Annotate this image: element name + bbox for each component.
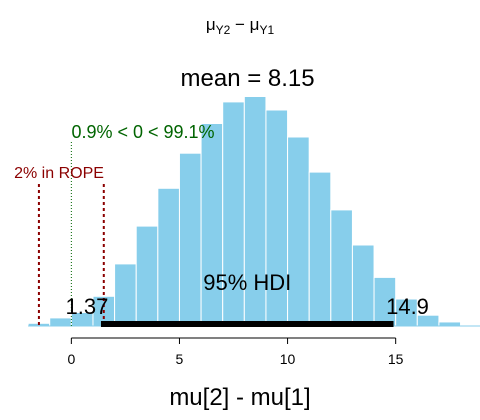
- x-tick-label: 0: [67, 351, 75, 367]
- histogram-bar: [200, 123, 224, 327]
- histogram-bar: [308, 171, 332, 327]
- x-tick-label: 5: [176, 351, 184, 367]
- comparison-label: 0.9% < 0 < 99.1%: [71, 122, 214, 142]
- reference-lines: [37, 142, 105, 326]
- histogram-bar: [114, 263, 137, 327]
- histogram-bar: [351, 244, 375, 327]
- histogram-bar: [438, 321, 462, 327]
- rope-label: 2% in ROPE: [14, 165, 104, 182]
- x-tick-label: 15: [388, 351, 404, 367]
- x-axis-label: mu[2] - mu[1]: [169, 384, 310, 411]
- histogram-bar: [287, 136, 310, 327]
- mean-label: mean = 8.15: [181, 65, 315, 92]
- histogram-bars: [27, 96, 462, 327]
- chart-title: μY2 − μY1: [206, 15, 275, 37]
- hdi-low-label: 1.37: [66, 294, 109, 319]
- histogram-bar: [330, 209, 353, 327]
- histogram-bar: [157, 187, 180, 327]
- hdi-label: 95% HDI: [203, 270, 291, 295]
- histogram-bar: [49, 317, 72, 327]
- histogram-bar: [178, 152, 202, 327]
- hdi-high-label: 14.9: [386, 294, 429, 319]
- histogram-bar: [135, 225, 159, 327]
- x-tick-label: 10: [280, 351, 296, 367]
- x-axis: 0 5 10 15: [67, 337, 404, 367]
